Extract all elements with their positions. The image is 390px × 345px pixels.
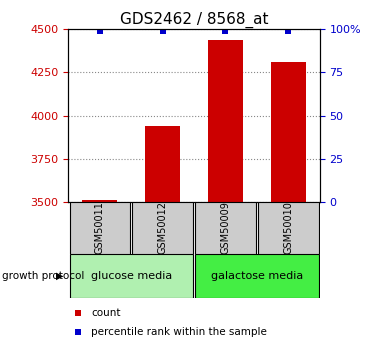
Text: GSM50011: GSM50011 [95,201,105,254]
Text: glucose media: glucose media [90,271,172,281]
Bar [145,126,180,202]
Bar [69,202,130,254]
Bar [82,200,117,202]
Bar [258,202,319,254]
Bar [195,254,319,298]
Text: percentile rank within the sample: percentile rank within the sample [91,327,267,337]
Title: GDS2462 / 8568_at: GDS2462 / 8568_at [120,12,268,28]
Text: ▶: ▶ [56,271,63,281]
Bar [132,202,193,254]
Text: galactose media: galactose media [211,271,303,281]
Bar [208,40,243,202]
Bar [195,202,256,254]
Bar [271,62,306,202]
Text: growth protocol: growth protocol [2,271,84,281]
Text: GSM50009: GSM50009 [220,201,230,254]
Text: GSM50012: GSM50012 [158,201,168,254]
Text: count: count [91,308,121,318]
Text: GSM50010: GSM50010 [284,201,293,254]
Bar [69,254,193,298]
